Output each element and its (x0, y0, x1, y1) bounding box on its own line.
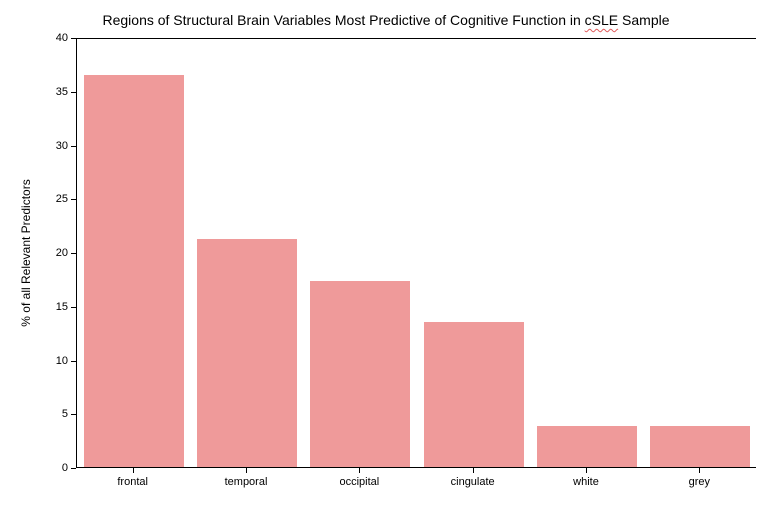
y-axis-label: % of all Relevant Predictors (19, 179, 33, 326)
y-tick-label: 25 (56, 193, 68, 205)
bar (310, 281, 410, 467)
chart-title-pre: Regions of Structural Brain Variables Mo… (102, 12, 584, 28)
bar (197, 239, 297, 467)
x-tick-label: frontal (117, 476, 148, 488)
figure: Regions of Structural Brain Variables Mo… (0, 0, 772, 508)
x-tick-label: grey (689, 476, 710, 488)
x-tick-mark (586, 468, 587, 473)
y-tick-label: 30 (56, 140, 68, 152)
y-tick-mark (71, 468, 76, 469)
y-tick-mark (71, 146, 76, 147)
x-tick-label: white (573, 476, 599, 488)
chart-title-post: Sample (618, 12, 669, 28)
x-tick-mark (699, 468, 700, 473)
chart-title-underlined: cSLE (585, 12, 618, 28)
y-tick-label: 0 (62, 462, 68, 474)
bar (537, 426, 637, 467)
x-tick-mark (473, 468, 474, 473)
x-tick-mark (246, 468, 247, 473)
y-tick-label: 20 (56, 247, 68, 259)
y-tick-mark (71, 253, 76, 254)
y-tick-label: 10 (56, 355, 68, 367)
y-tick-mark (71, 92, 76, 93)
y-tick-label: 35 (56, 86, 68, 98)
x-tick-mark (359, 468, 360, 473)
y-tick-label: 15 (56, 301, 68, 313)
y-tick-mark (71, 199, 76, 200)
y-tick-mark (71, 414, 76, 415)
y-tick-mark (71, 38, 76, 39)
x-tick-mark (133, 468, 134, 473)
bar (424, 322, 524, 467)
y-tick-mark (71, 307, 76, 308)
chart-title: Regions of Structural Brain Variables Mo… (0, 12, 772, 28)
x-tick-label: temporal (225, 476, 268, 488)
x-tick-label: cingulate (451, 476, 495, 488)
y-tick-label: 40 (56, 32, 68, 44)
bar (650, 426, 750, 467)
x-tick-label: occipital (339, 476, 379, 488)
y-tick-mark (71, 361, 76, 362)
bar (84, 75, 184, 467)
y-tick-label: 5 (62, 408, 68, 420)
plot-area (76, 38, 756, 468)
